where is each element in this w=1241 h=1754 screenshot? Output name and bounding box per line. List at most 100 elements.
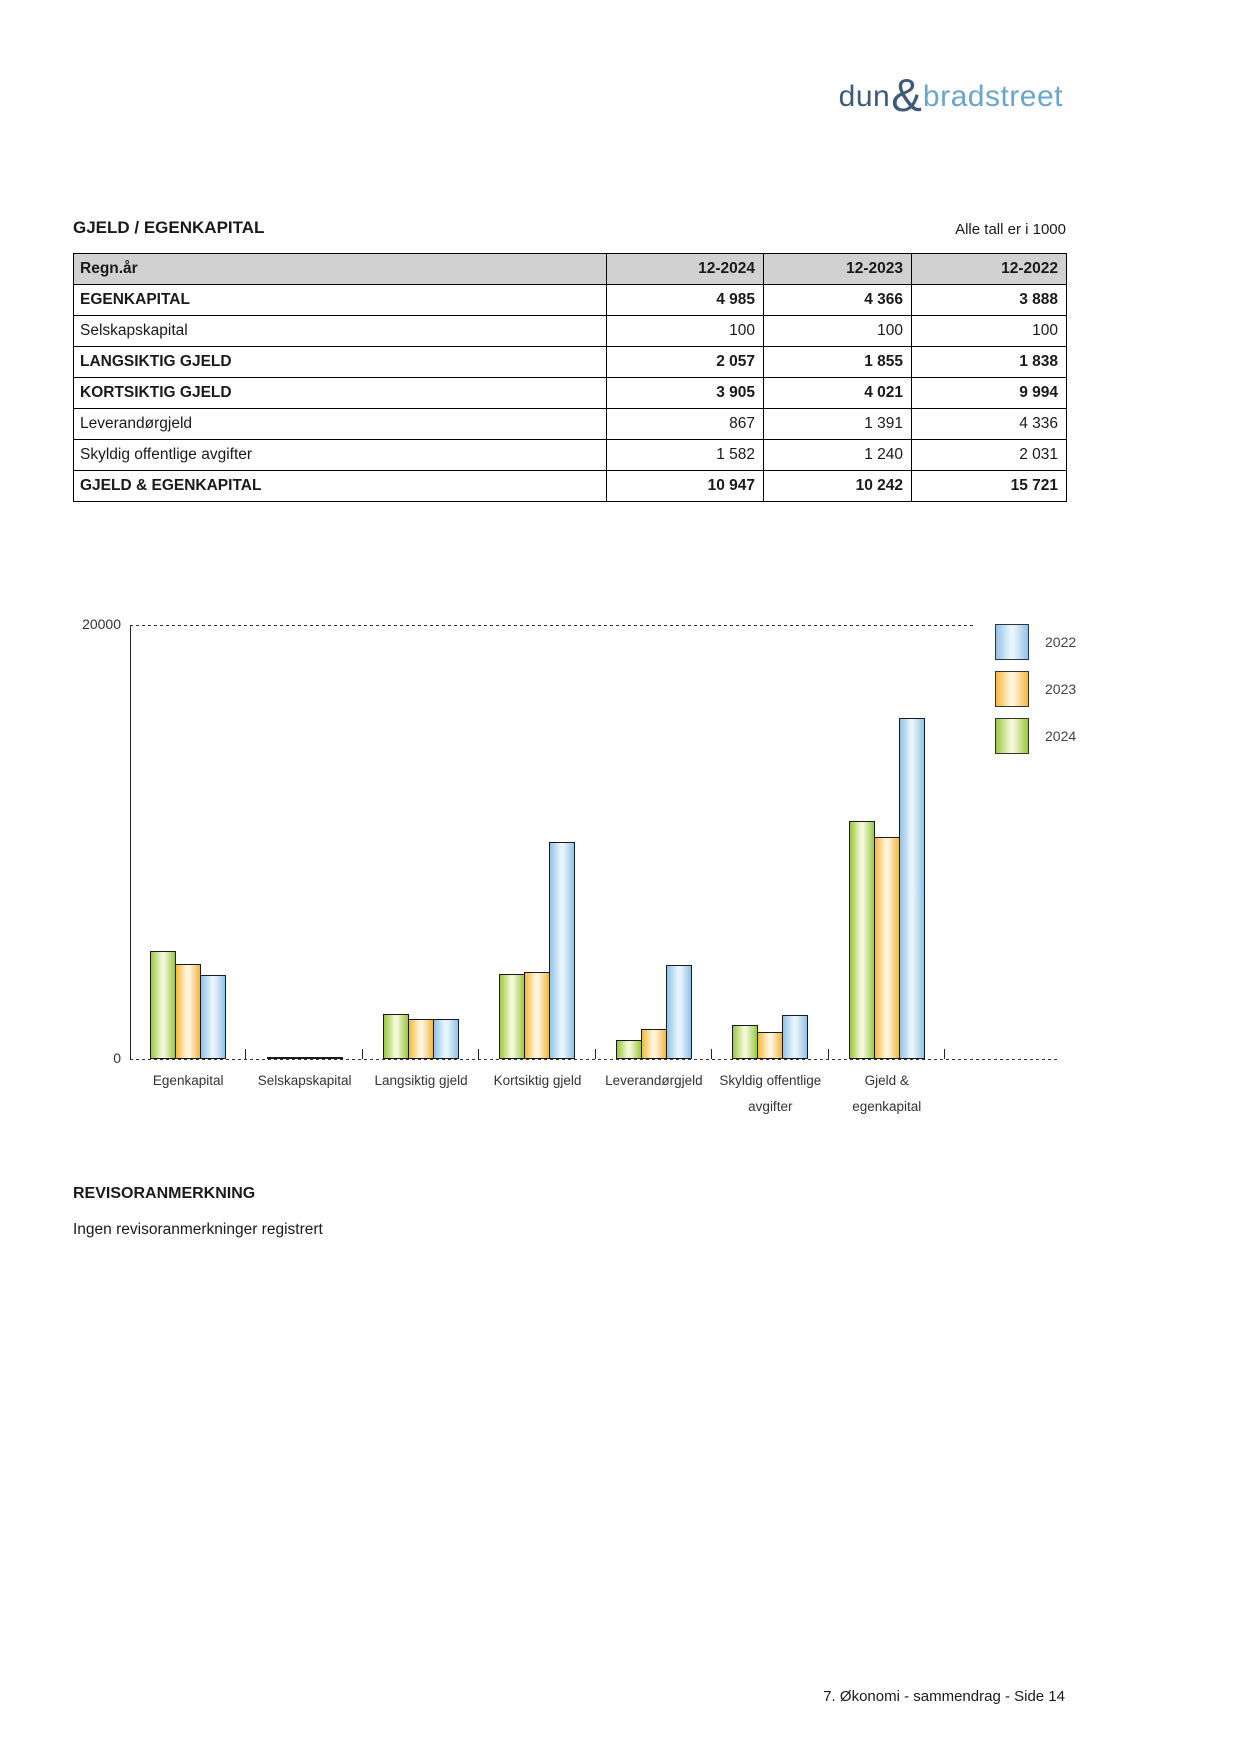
bar-2022-category-3 bbox=[549, 842, 576, 1059]
section-header: GJELD / EGENKAPITAL Alle tall er i 1000 bbox=[73, 218, 1066, 238]
cell-value: 1 855 bbox=[763, 346, 912, 378]
cell-value: 100 bbox=[606, 315, 764, 347]
legend-swatch-2022 bbox=[995, 624, 1029, 660]
bar-2022-category-4 bbox=[665, 965, 692, 1059]
cell-value: 867 bbox=[606, 408, 764, 440]
page-footer: 7. Økonomi - sammendrag - Side 14 bbox=[823, 1688, 1065, 1705]
cell-value: 1 240 bbox=[763, 439, 912, 471]
x-axis-tick bbox=[943, 1049, 945, 1059]
dun-bradstreet-logo: dun & bradstreet bbox=[838, 72, 1063, 120]
legend-item-2023: 2023 bbox=[995, 671, 1076, 707]
col-header-regnaar: Regn.år bbox=[73, 253, 607, 285]
legend-label: 2022 bbox=[1045, 634, 1077, 650]
row-label: EGENKAPITAL bbox=[73, 284, 607, 316]
row-label: Selskapskapital bbox=[73, 315, 607, 347]
cell-value: 4 366 bbox=[763, 284, 912, 316]
cell-value: 1 391 bbox=[763, 408, 912, 440]
bar-2023-category-4 bbox=[640, 1029, 667, 1059]
bar-2023-category-5 bbox=[757, 1032, 784, 1059]
legend-item-2024: 2024 bbox=[995, 718, 1076, 754]
chart-category-slot bbox=[363, 625, 480, 1059]
legend-item-2022: 2022 bbox=[995, 624, 1076, 660]
bar-2022-category-6 bbox=[898, 718, 925, 1059]
cell-value: 2 031 bbox=[911, 439, 1067, 471]
row-label: LANGSIKTIG GJELD bbox=[73, 346, 607, 378]
bar-2024-category-0 bbox=[150, 951, 177, 1059]
cell-value: 10 947 bbox=[606, 470, 764, 502]
x-axis-labels: Egenkapital Selskapskapital Langsiktig g… bbox=[130, 1068, 945, 1121]
table-row: Leverandørgjeld 867 1 391 4 336 bbox=[73, 408, 1067, 440]
table-row: EGENKAPITAL 4 985 4 366 3 888 bbox=[73, 284, 1067, 316]
x-axis-baseline bbox=[130, 1059, 1060, 1060]
table-header-row: Regn.år 12-2024 12-2023 12-2022 bbox=[73, 253, 1067, 285]
bar-2024-category-6 bbox=[848, 821, 875, 1059]
bar-2023-category-2 bbox=[408, 1019, 435, 1059]
x-axis-tick bbox=[478, 1049, 480, 1059]
section-title: GJELD / EGENKAPITAL bbox=[73, 218, 265, 237]
gridline-top bbox=[130, 625, 975, 626]
bar-group bbox=[246, 1057, 362, 1059]
bar-2024-category-2 bbox=[383, 1014, 410, 1059]
bar-2022-category-1 bbox=[316, 1057, 343, 1059]
x-axis-label: Egenkapital bbox=[152, 1073, 224, 1088]
table-row: GJELD & EGENKAPITAL 10 947 10 242 15 721 bbox=[73, 470, 1067, 502]
bar-group bbox=[130, 951, 246, 1059]
table-row: LANGSIKTIG GJELD 2 057 1 855 1 838 bbox=[73, 346, 1067, 378]
y-axis-line bbox=[130, 625, 131, 1060]
logo-word-bradstreet: bradstreet bbox=[922, 80, 1063, 113]
row-label: Leverandørgjeld bbox=[73, 408, 607, 440]
legend-swatch-2024 bbox=[995, 718, 1029, 754]
x-axis-label: Skyldig offentlige avgifter bbox=[719, 1073, 822, 1115]
x-axis-tick bbox=[245, 1049, 247, 1059]
x-axis-label: Leverandørgjeld bbox=[605, 1073, 703, 1088]
logo-word-dun: dun bbox=[838, 80, 891, 113]
x-axis-label: Gjeld & egenkapital bbox=[852, 1073, 922, 1115]
row-label: KORTSIKTIG GJELD bbox=[73, 377, 607, 409]
x-axis-tick bbox=[361, 1049, 363, 1059]
gjeld-egenkapital-table: Regn.år 12-2024 12-2023 12-2022 EGENKAPI… bbox=[73, 253, 1067, 502]
bar-group bbox=[829, 718, 945, 1059]
bar-2022-category-5 bbox=[782, 1015, 809, 1059]
bar-2023-category-6 bbox=[873, 837, 900, 1059]
x-axis-tick bbox=[711, 1049, 713, 1059]
x-axis-label: Selskapskapital bbox=[257, 1073, 352, 1088]
table-row: KORTSIKTIG GJELD 3 905 4 021 9 994 bbox=[73, 377, 1067, 409]
legend-label: 2023 bbox=[1045, 681, 1077, 697]
cell-value: 15 721 bbox=[911, 470, 1067, 502]
bar-group bbox=[712, 1015, 828, 1059]
cell-value: 10 242 bbox=[763, 470, 912, 502]
table-row: Skyldig offentlige avgifter 1 582 1 240 … bbox=[73, 439, 1067, 471]
bar-group bbox=[479, 842, 595, 1059]
bar-2022-category-0 bbox=[200, 975, 227, 1059]
bar-2024-category-5 bbox=[732, 1025, 759, 1059]
units-note: Alle tall er i 1000 bbox=[955, 221, 1066, 238]
bar-2022-category-2 bbox=[433, 1019, 460, 1059]
bar-2023-category-3 bbox=[524, 972, 551, 1059]
cell-value: 3 888 bbox=[911, 284, 1067, 316]
chart-category-slot bbox=[130, 625, 247, 1059]
y-axis-tick-zero: 0 bbox=[113, 1050, 121, 1066]
cell-value: 4 021 bbox=[763, 377, 912, 409]
table-row: Selskapskapital 100 100 100 bbox=[73, 315, 1067, 347]
col-header-12-2022: 12-2022 bbox=[911, 253, 1067, 285]
bar-2023-category-1 bbox=[291, 1057, 318, 1059]
y-axis-tick-max: 20000 bbox=[82, 616, 121, 632]
bar-group bbox=[363, 1014, 479, 1059]
chart-category-slot bbox=[829, 625, 945, 1059]
bar-group bbox=[596, 965, 712, 1059]
cell-value: 100 bbox=[911, 315, 1067, 347]
x-axis-tick bbox=[827, 1049, 829, 1059]
col-header-12-2023: 12-2023 bbox=[763, 253, 912, 285]
revisor-text: Ingen revisoranmerkninger registrert bbox=[73, 1221, 323, 1238]
bar-2023-category-0 bbox=[175, 964, 202, 1059]
legend-label: 2024 bbox=[1045, 728, 1077, 744]
gjeld-egenkapital-bar-chart: 20000 0 Egenkapital Selskapskapital Lang… bbox=[73, 555, 1083, 1130]
x-axis-label: Langsiktig gjeld bbox=[374, 1073, 468, 1088]
x-axis-label: Kortsiktig gjeld bbox=[493, 1073, 582, 1088]
legend-swatch-2023 bbox=[995, 671, 1029, 707]
revisor-heading: REVISORANMERKNING bbox=[73, 1185, 256, 1202]
chart-plot-area bbox=[130, 625, 945, 1059]
cell-value: 1 838 bbox=[911, 346, 1067, 378]
cell-value: 4 336 bbox=[911, 408, 1067, 440]
